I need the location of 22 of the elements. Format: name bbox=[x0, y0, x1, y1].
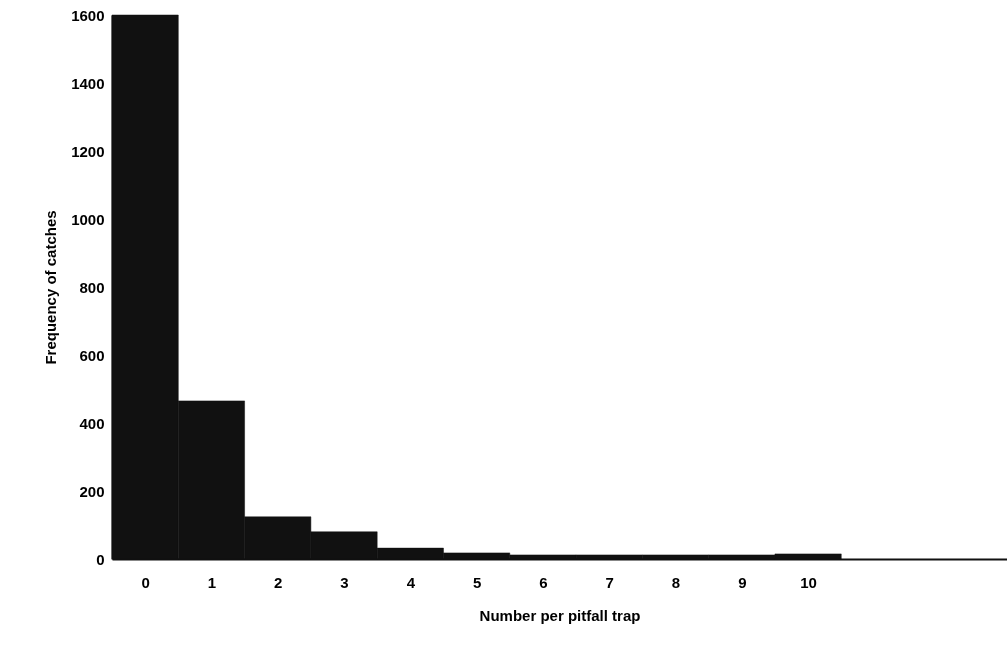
y-tick-label: 600 bbox=[79, 346, 105, 364]
y-tick-label: 800 bbox=[79, 278, 105, 296]
y-tick-label: 1000 bbox=[71, 210, 105, 228]
x-tick-label: 3 bbox=[340, 573, 349, 591]
x-tick-label: 2 bbox=[274, 573, 283, 591]
x-tick-label: 4 bbox=[406, 573, 416, 591]
x-tick-label: 6 bbox=[539, 573, 548, 591]
x-tick-label: 10 bbox=[800, 573, 817, 591]
y-tick-label: 1200 bbox=[71, 142, 105, 160]
x-tick-label: 9 bbox=[738, 573, 747, 591]
x-tick-label: 8 bbox=[671, 573, 681, 591]
x-tick-label: 7 bbox=[605, 573, 614, 591]
y-tick-label: 400 bbox=[79, 414, 105, 432]
y-tick-label: 1400 bbox=[71, 74, 105, 92]
y-tick-label: 200 bbox=[79, 482, 105, 500]
y-tick-label: 0 bbox=[96, 550, 105, 568]
x-tick-label: 0 bbox=[141, 573, 150, 591]
x-tick-label: 5 bbox=[472, 573, 482, 591]
x-axis-title: Number per pitfall trap bbox=[479, 606, 641, 624]
y-axis-title: Frequency of catches bbox=[42, 210, 60, 365]
x-tick-label: 1 bbox=[207, 573, 217, 591]
y-tick-label: 1600 bbox=[71, 6, 105, 24]
